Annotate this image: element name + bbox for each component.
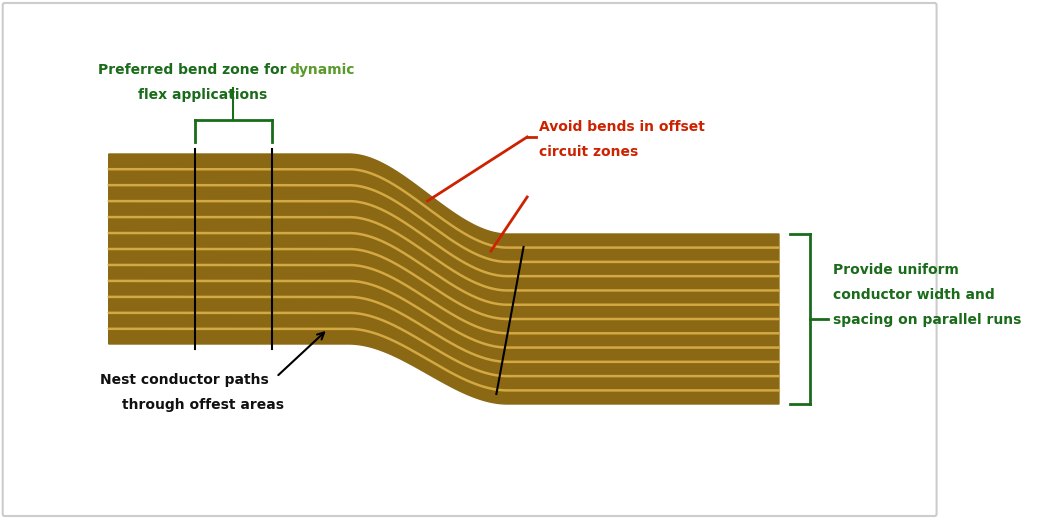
Text: Avoid bends in offset: Avoid bends in offset [539,120,705,134]
Text: dynamic: dynamic [290,63,356,77]
Text: spacing on parallel runs: spacing on parallel runs [834,313,1021,327]
Text: conductor width and: conductor width and [834,288,996,302]
Text: Preferred bend zone for: Preferred bend zone for [97,63,291,77]
Polygon shape [109,154,779,404]
FancyBboxPatch shape [3,3,936,516]
Text: flex applications: flex applications [138,88,267,102]
Text: Provide uniform: Provide uniform [834,263,959,277]
Text: through offest areas: through offest areas [122,398,284,412]
Text: circuit zones: circuit zones [539,145,638,159]
Text: Nest conductor paths: Nest conductor paths [100,373,269,387]
